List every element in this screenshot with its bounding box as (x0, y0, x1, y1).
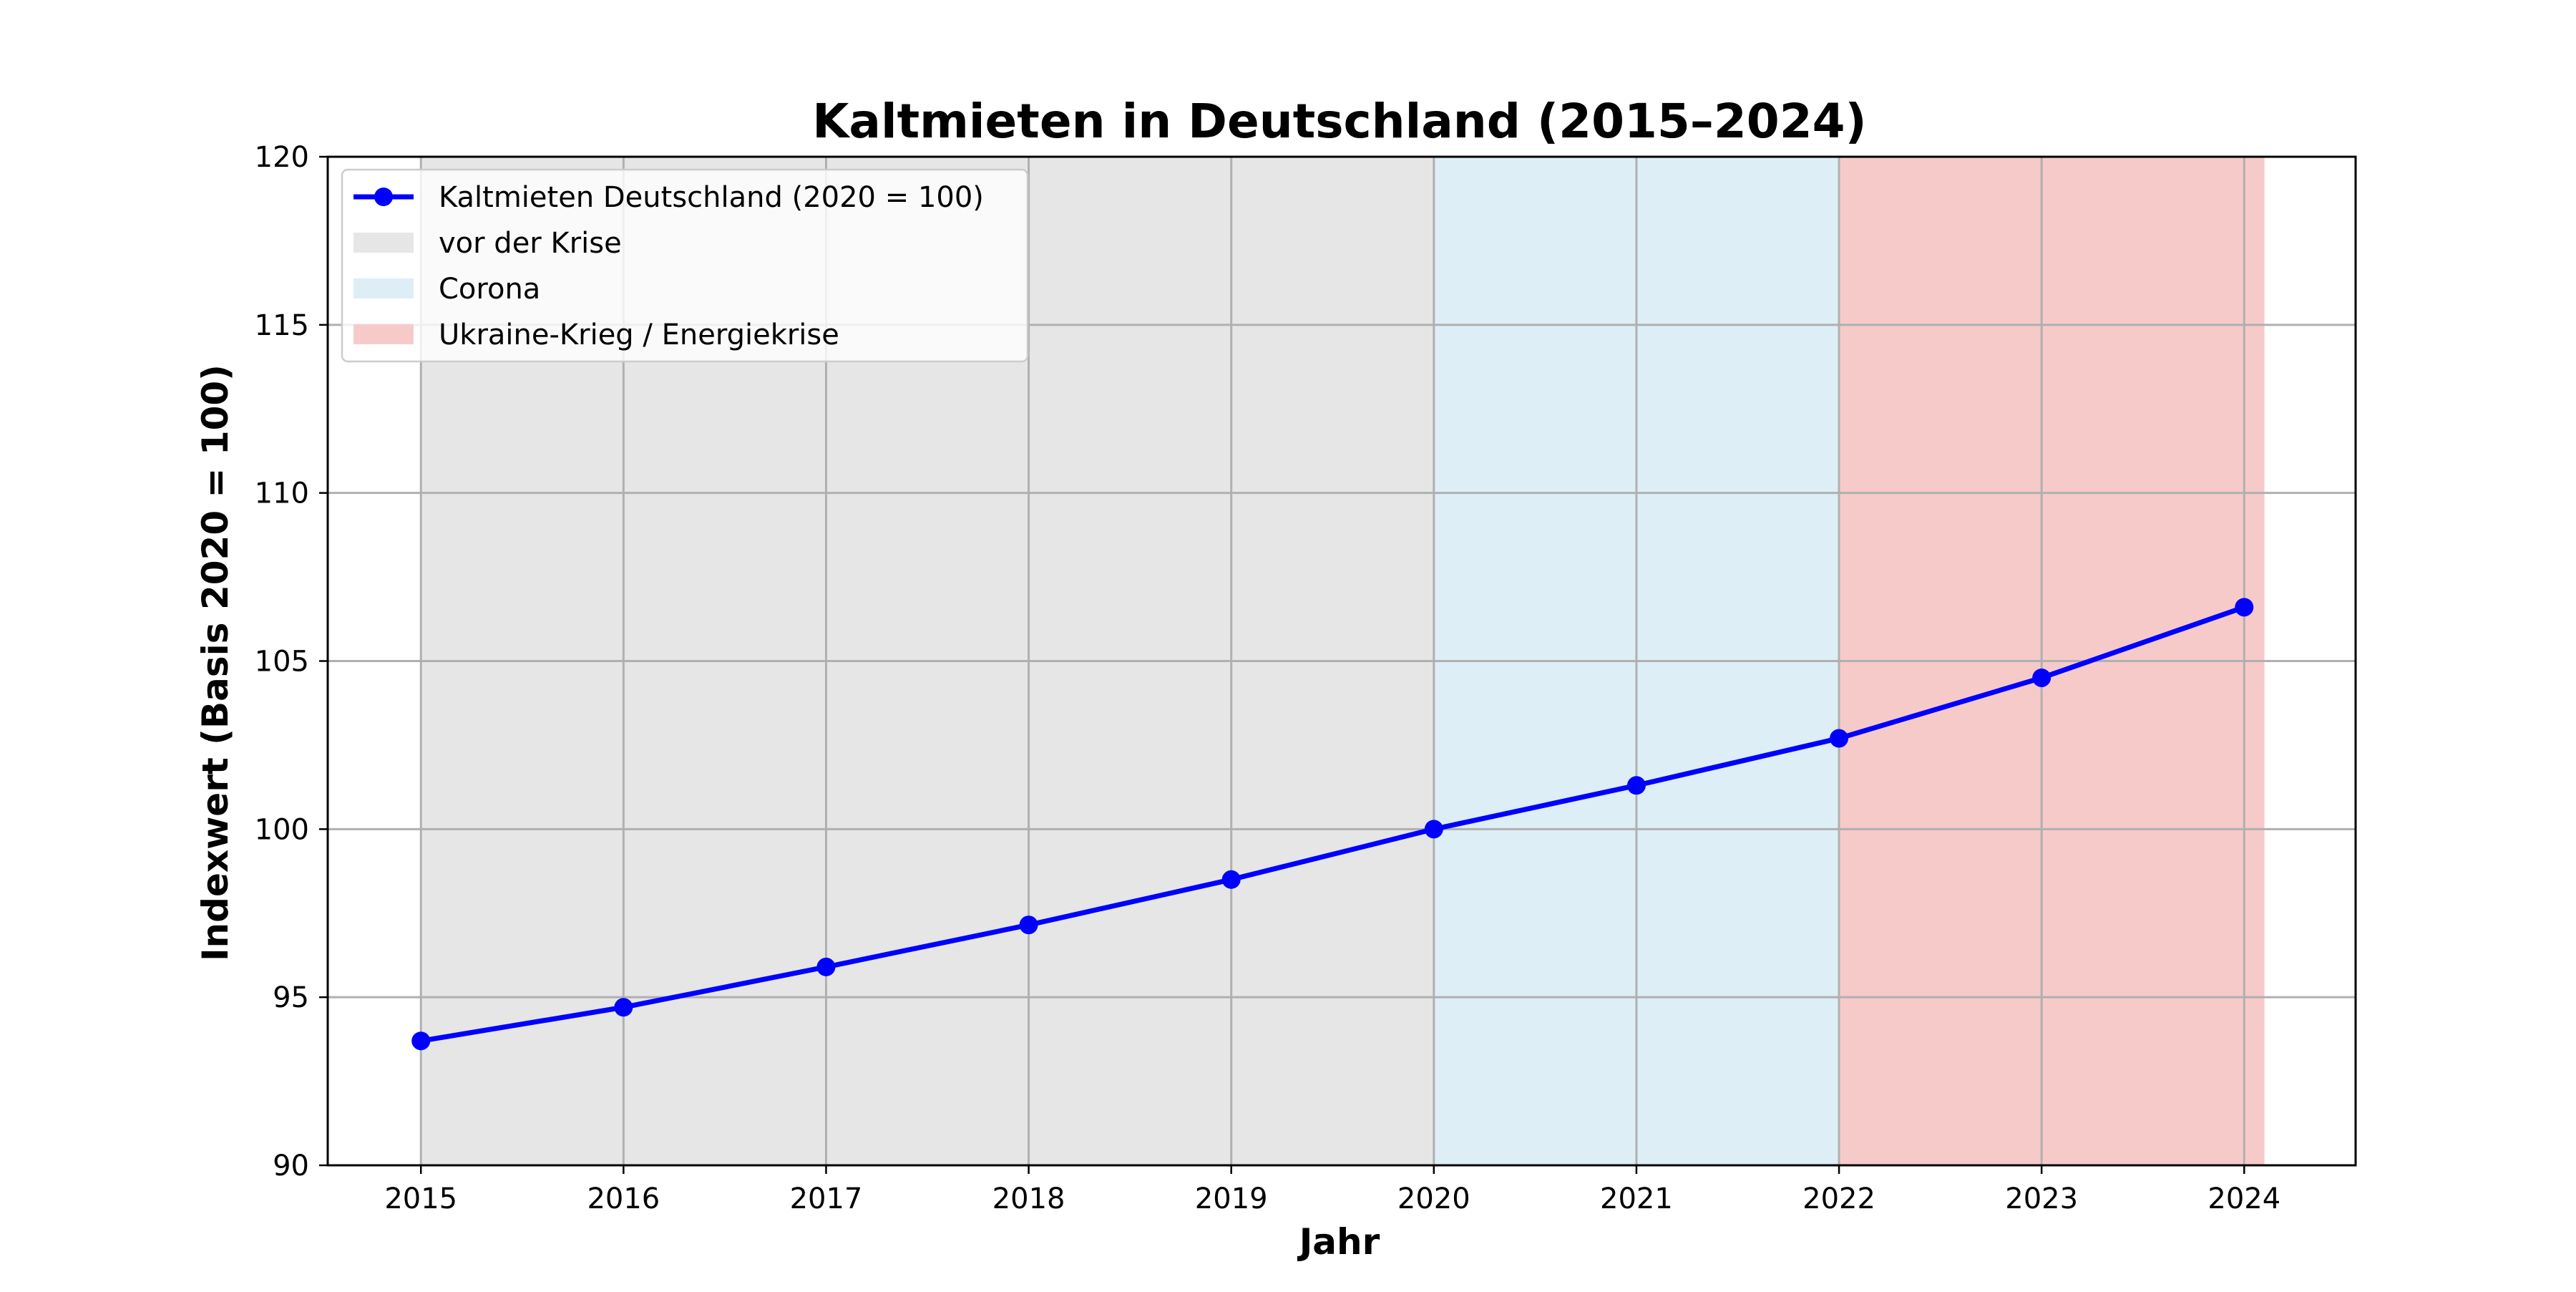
data-point (1019, 915, 1038, 935)
legend-box (341, 168, 1029, 363)
data-point (1626, 776, 1646, 795)
y-tick-label: 120 (255, 141, 309, 174)
legend: Kaltmieten Deutschland (2020 = 100) vor d… (341, 168, 1029, 363)
x-tick-label: 2020 (1397, 1182, 1470, 1215)
data-point (411, 1031, 431, 1051)
y-axis-label: Indexwert (Basis 2020 = 100) (195, 364, 236, 961)
legend-label: Kaltmieten Deutschland (2020 = 100) (439, 181, 984, 214)
data-point (816, 957, 836, 976)
y-tick-label: 105 (255, 646, 309, 679)
legend-marker (374, 188, 393, 206)
legend-label: Ukraine-Krieg / Energiekrise (439, 319, 839, 351)
legend-label: Corona (439, 273, 540, 306)
x-tick-label: 2016 (587, 1182, 660, 1215)
data-point (1830, 729, 1849, 748)
x-tick-label: 2021 (1600, 1182, 1673, 1215)
x-tick-label: 2018 (992, 1182, 1065, 1215)
x-tick-label: 2023 (2005, 1182, 2078, 1215)
chart-title: Kaltmieten in Deutschland (2015–2024) (812, 94, 1866, 149)
x-tick-label: 2017 (790, 1182, 863, 1215)
data-point (2032, 668, 2051, 687)
y-tick-label: 95 (273, 981, 309, 1014)
series-line-0 (418, 604, 2247, 1044)
data-point (1221, 870, 1241, 889)
legend-label: vor der Krise (439, 227, 622, 260)
y-tick-label: 100 (255, 813, 309, 846)
axis-ticks: 2015 2016 2017 2018 2019 2020 2021 2022 2023 2024… (255, 141, 2281, 1215)
data-point (1424, 820, 1443, 839)
x-tick-label: 2022 (1802, 1182, 1875, 1215)
series-layer (411, 598, 2254, 1051)
data-point (2235, 598, 2254, 617)
legend-patch-swatch (353, 324, 414, 344)
legend-patch-swatch (353, 278, 414, 298)
data-point (614, 998, 633, 1017)
x-tick-label: 2015 (384, 1182, 457, 1215)
x-tick-label: 2024 (2207, 1182, 2280, 1215)
y-tick-label: 115 (255, 309, 309, 342)
y-tick-label: 90 (273, 1150, 309, 1182)
y-tick-label: 110 (255, 477, 309, 510)
x-axis-label: Jahr (1297, 1221, 1380, 1263)
legend-patch-swatch (353, 233, 414, 253)
x-tick-label: 2019 (1195, 1182, 1268, 1215)
